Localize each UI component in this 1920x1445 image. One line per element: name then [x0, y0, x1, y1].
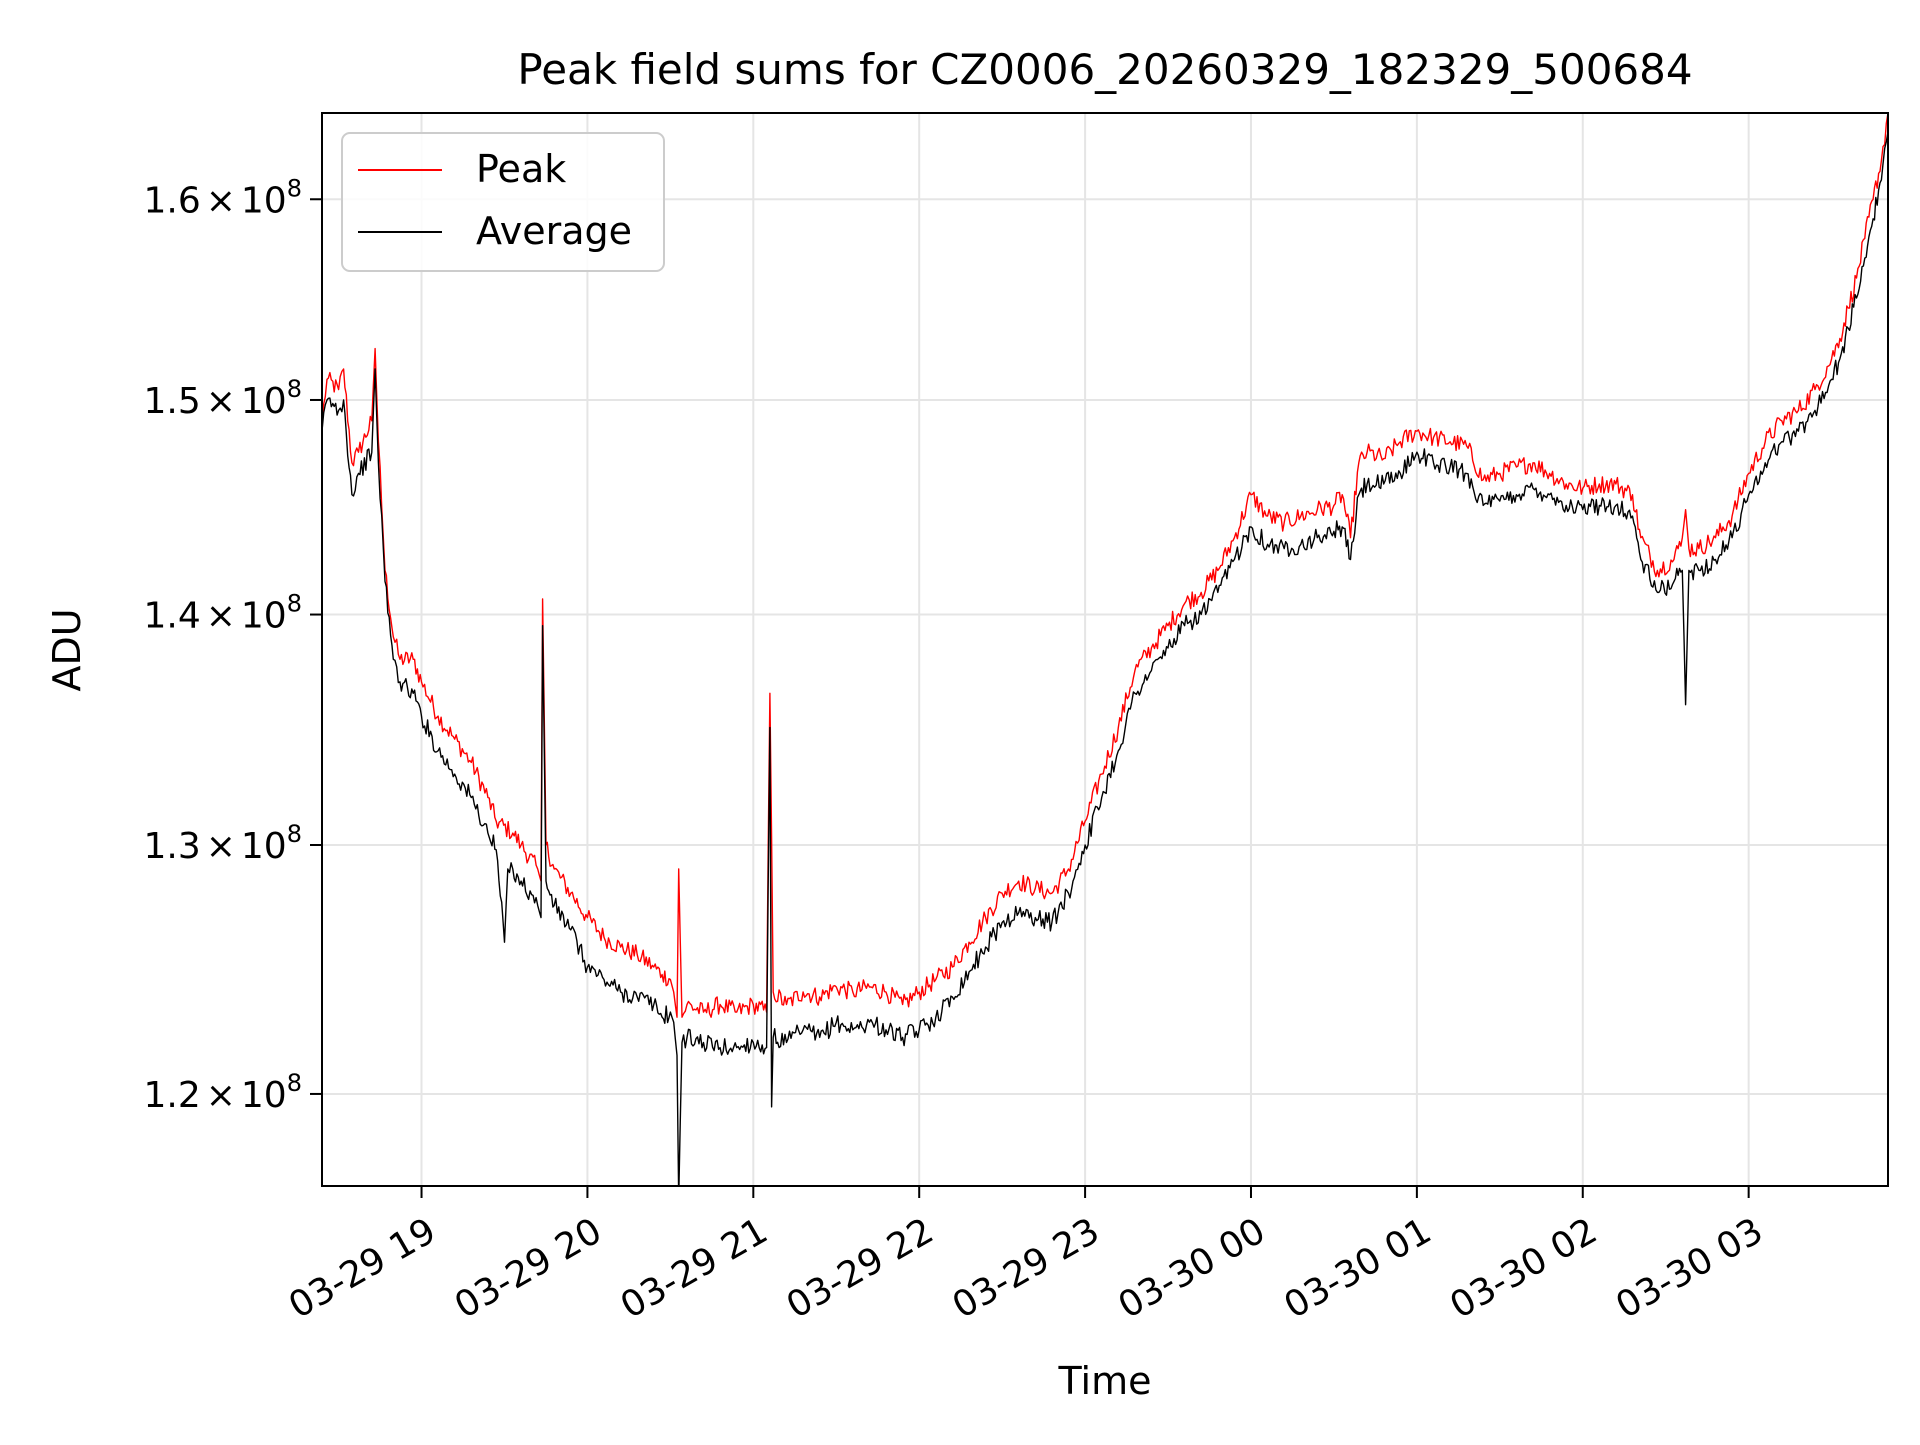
y-tick-exponent: 8	[287, 820, 302, 848]
legend-label-peak: Peak	[476, 147, 566, 191]
y-tick-label: 1.5 × 108	[143, 375, 302, 422]
y-tick-times: ×	[206, 826, 236, 867]
y-tick-mantissa: 1.2	[143, 1075, 200, 1116]
legend-box	[341, 132, 665, 272]
legend: Peak Average	[341, 132, 665, 272]
y-tick-mantissa: 1.5	[143, 381, 200, 422]
y-tick-base: 10	[241, 180, 287, 221]
plot-frame	[321, 112, 1889, 1187]
y-tick-exponent: 8	[287, 375, 302, 403]
y-tick-times: ×	[206, 596, 236, 637]
chart-title: Peak field sums for CZ0006_20260329_1823…	[517, 45, 1692, 94]
y-axis-label: ADU	[45, 608, 89, 691]
y-tick-label: 1.2 × 108	[143, 1069, 302, 1116]
y-tick-exponent: 8	[287, 1069, 302, 1097]
y-tick-label: 1.4 × 108	[143, 590, 302, 637]
x-axis-label: Time	[1058, 1359, 1152, 1403]
series-line-average	[322, 131, 1888, 1186]
y-tick-exponent: 8	[287, 174, 302, 202]
y-tick-base: 10	[241, 381, 287, 422]
series-lines	[322, 113, 1888, 1186]
y-tick-mantissa: 1.3	[143, 826, 200, 867]
gridlines	[322, 113, 1888, 1186]
y-tick-times: ×	[206, 381, 236, 422]
legend-label-average: Average	[476, 209, 632, 253]
y-tick-mantissa: 1.6	[143, 180, 200, 221]
y-tick-label: 1.3 × 108	[143, 820, 302, 867]
y-tick-base: 10	[241, 596, 287, 637]
series-line-peak	[322, 113, 1888, 1018]
y-tick-times: ×	[206, 1075, 236, 1116]
y-tick-base: 10	[241, 1075, 287, 1116]
y-tick-exponent: 8	[287, 590, 302, 618]
y-tick-mantissa: 1.4	[143, 596, 200, 637]
y-tick-label: 1.6 × 108	[143, 174, 302, 221]
y-tick-base: 10	[241, 826, 287, 867]
y-tick-times: ×	[206, 180, 236, 221]
